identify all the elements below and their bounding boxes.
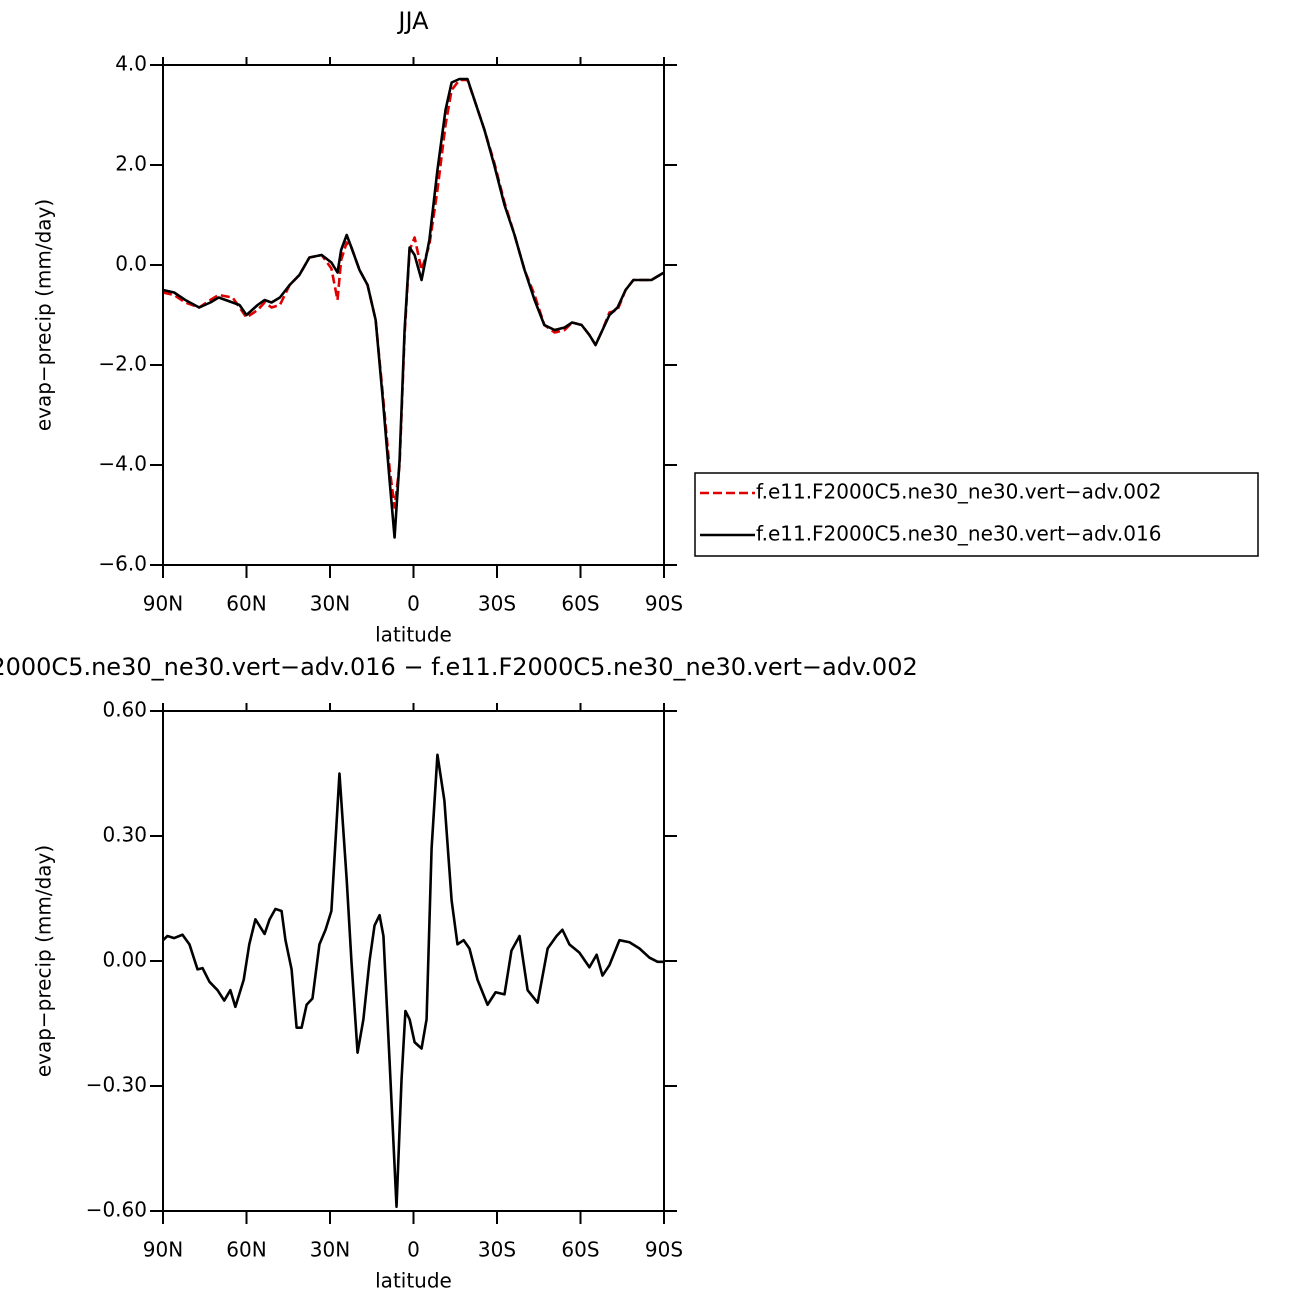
- x-tick-label: 30S: [478, 1238, 516, 1262]
- y-tick-label: 2.0: [115, 152, 147, 176]
- series-line: [162, 753, 664, 1209]
- y-tick-label: 0.30: [102, 823, 147, 847]
- plot-frame: [162, 64, 665, 566]
- y-tick-label: −0.30: [86, 1073, 147, 1097]
- x-tick-label: 90S: [645, 1238, 683, 1262]
- series-line: [162, 78, 665, 509]
- legend-label: f.e11.F2000C5.ne30_ne30.vert−adv.016: [756, 522, 1161, 546]
- chart-title: JJA: [396, 7, 429, 35]
- x-tick-label: 30N: [310, 592, 350, 616]
- chart-title: f.e11.F2000C5.ne30_ne30.vert−adv.016 − f…: [0, 653, 918, 681]
- y-tick-label: 4.0: [115, 52, 147, 76]
- y-tick-label: −6.0: [98, 552, 147, 576]
- x-tick-label: 60S: [561, 592, 599, 616]
- y-tick-label: −0.60: [86, 1198, 147, 1222]
- y-tick-label: −4.0: [98, 452, 147, 476]
- legend-label: f.e11.F2000C5.ne30_ne30.vert−adv.002: [756, 480, 1161, 504]
- x-tick-label: 30N: [310, 1238, 350, 1262]
- series-line: [162, 77, 665, 539]
- y-tick-label: −2.0: [98, 352, 147, 376]
- y-axis-label: evap−precip (mm/day): [32, 845, 56, 1077]
- y-axis-label: evap−precip (mm/day): [32, 199, 56, 431]
- legend-box: [694, 472, 1259, 557]
- x-tick-label: 0: [407, 592, 420, 616]
- y-tick-label: 0.00: [102, 948, 147, 972]
- plot-frame: [162, 710, 665, 1212]
- x-tick-label: 90N: [143, 592, 183, 616]
- x-tick-label: 60N: [226, 592, 266, 616]
- x-tick-label: 30S: [478, 592, 516, 616]
- y-tick-label: 0.60: [102, 698, 147, 722]
- x-tick-label: 90S: [645, 592, 683, 616]
- x-tick-label: 60S: [561, 1238, 599, 1262]
- x-axis-label: latitude: [375, 1269, 452, 1293]
- y-tick-label: 0.0: [115, 252, 147, 276]
- x-tick-label: 90N: [143, 1238, 183, 1262]
- x-tick-label: 60N: [226, 1238, 266, 1262]
- x-tick-label: 0: [407, 1238, 420, 1262]
- x-axis-label: latitude: [375, 623, 452, 647]
